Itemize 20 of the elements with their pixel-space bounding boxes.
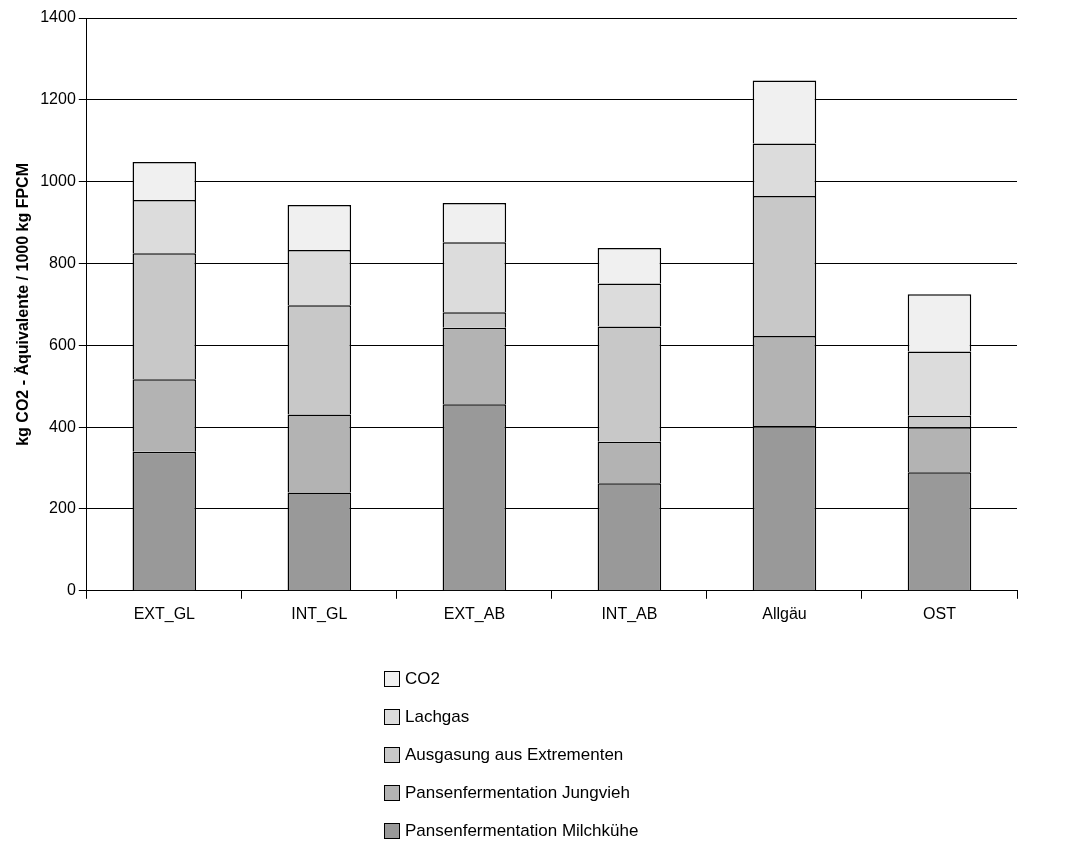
y-tick-label: 600 [49, 335, 76, 353]
y-tick-label: 1400 [40, 8, 76, 26]
y-axis-title: kg CO2 - Äquivalente / 1000 kg FPCM [14, 163, 32, 446]
legend-label: Pansenfermentation Jungvieh [405, 783, 630, 803]
x-tick-label: EXT_GL [133, 604, 196, 623]
legend-label: CO2 [405, 669, 440, 689]
x-tick-label: INT_AB [601, 604, 658, 623]
x-tick-label: EXT_AB [443, 604, 506, 623]
x-tick-label: Allgäu [762, 604, 807, 622]
x-tick-label: OST [923, 604, 957, 622]
legend-label: Lachgas [405, 707, 470, 727]
legend-label: Pansenfermentation Milchkühe [405, 821, 639, 841]
y-tick-label: 1200 [40, 90, 76, 108]
y-tick-label: 0 [66, 581, 76, 599]
legend-label: Ausgasung aus Extrementen [405, 745, 624, 765]
y-tick-label: 400 [49, 417, 76, 435]
y-tick-label: 200 [49, 499, 76, 517]
y-tick-label: 800 [49, 253, 76, 271]
x-tick-label: INT_GL [291, 604, 348, 623]
y-tick-label: 1000 [40, 172, 76, 190]
